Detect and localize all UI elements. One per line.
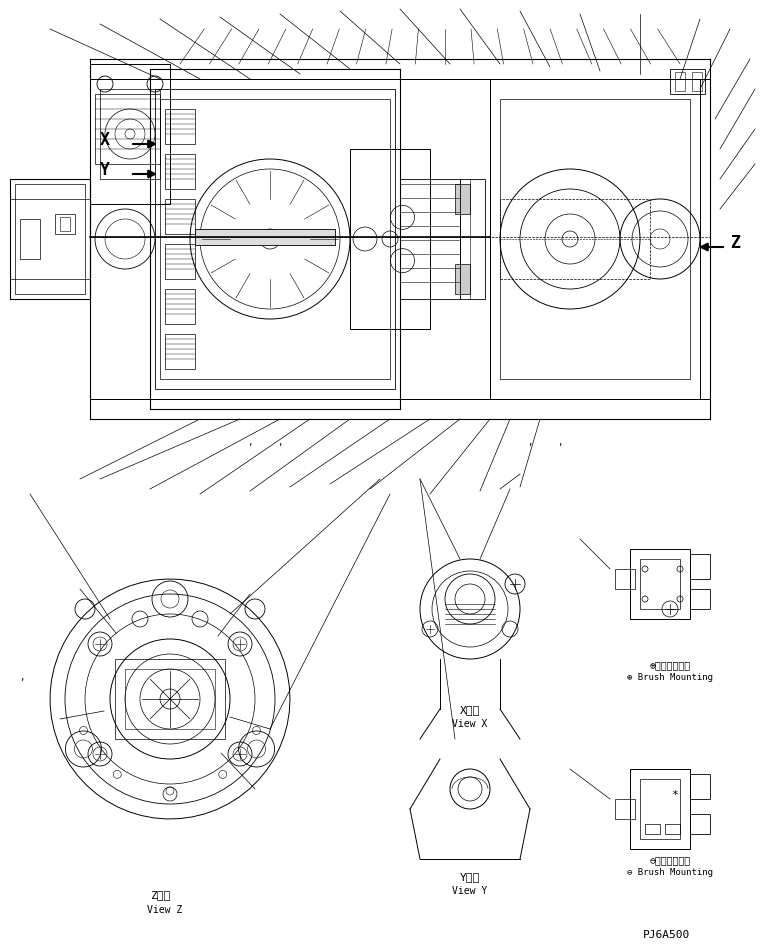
Text: ⊖ブラシ取付法: ⊖ブラシ取付法 <box>649 854 690 864</box>
Bar <box>100 89 160 180</box>
Bar <box>690 774 710 799</box>
Bar <box>165 109 195 145</box>
Bar <box>350 149 430 329</box>
Text: ,: , <box>279 437 282 446</box>
Bar <box>20 220 40 260</box>
Bar <box>500 200 650 280</box>
Bar <box>500 100 690 380</box>
Text: ,: , <box>20 671 24 682</box>
Bar <box>95 95 160 165</box>
Bar <box>615 799 635 819</box>
Bar <box>165 289 195 325</box>
Text: ,: , <box>559 437 562 446</box>
Text: Y: Y <box>100 161 110 179</box>
Text: Z: Z <box>730 234 740 251</box>
Text: Z　視: Z 視 <box>150 889 170 899</box>
Bar <box>455 185 470 215</box>
Text: ⊕ブラシ取付法: ⊕ブラシ取付法 <box>649 660 690 669</box>
Text: View Z: View Z <box>148 904 183 914</box>
Text: X: X <box>100 130 110 149</box>
Bar <box>640 560 680 609</box>
Bar <box>630 769 690 849</box>
Bar <box>60 218 70 231</box>
Bar <box>690 814 710 834</box>
Text: View X: View X <box>452 718 488 728</box>
Bar <box>630 549 690 620</box>
Bar <box>615 569 635 589</box>
Bar <box>692 73 702 92</box>
Bar <box>90 65 170 205</box>
Text: PJ6A500: PJ6A500 <box>643 929 690 939</box>
Text: View Y: View Y <box>452 885 488 895</box>
Bar <box>665 824 680 834</box>
Text: X　視: X 視 <box>460 704 480 714</box>
Bar <box>160 100 390 380</box>
Bar <box>165 245 195 280</box>
Text: ,: , <box>248 437 252 446</box>
Text: *: * <box>672 789 678 799</box>
Text: Y　視: Y 視 <box>460 871 480 881</box>
Bar <box>460 180 485 300</box>
Bar <box>490 80 700 400</box>
Text: ,: , <box>528 437 532 446</box>
Bar <box>15 185 85 295</box>
Bar <box>90 80 490 400</box>
Bar <box>10 180 90 300</box>
Bar <box>165 155 195 189</box>
Bar <box>690 589 710 609</box>
Bar <box>670 69 705 95</box>
Bar <box>455 265 470 295</box>
Bar <box>90 400 710 420</box>
Bar <box>155 89 395 389</box>
Bar <box>645 824 660 834</box>
Bar <box>55 215 75 235</box>
Text: ⊕ Brush Mounting: ⊕ Brush Mounting <box>627 673 713 682</box>
Bar <box>195 229 335 246</box>
Bar <box>165 335 195 369</box>
Text: ⊖ Brush Mounting: ⊖ Brush Mounting <box>627 867 713 877</box>
Bar <box>675 73 685 92</box>
Bar <box>115 660 225 739</box>
Bar <box>690 554 710 580</box>
Bar <box>90 60 710 80</box>
Bar <box>400 180 460 300</box>
Bar <box>640 779 680 839</box>
Bar <box>125 669 215 729</box>
Bar <box>165 200 195 235</box>
Bar <box>10 200 90 280</box>
